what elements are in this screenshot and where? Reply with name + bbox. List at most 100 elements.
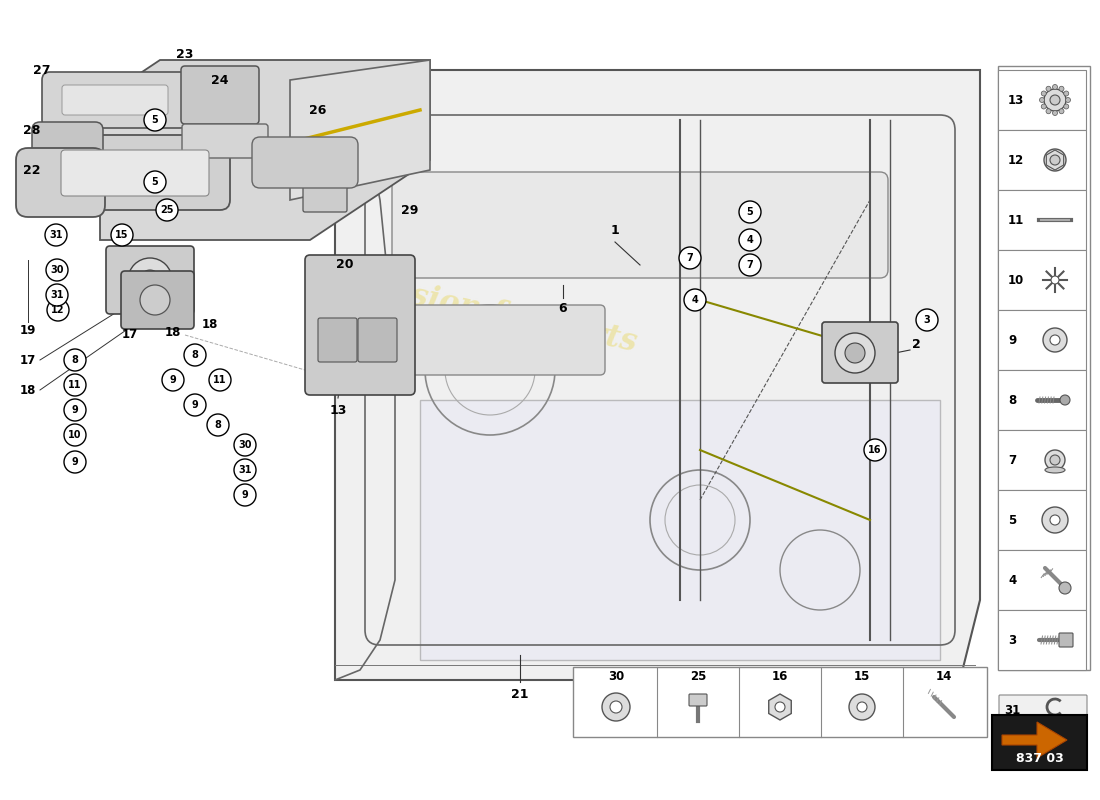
Bar	[998, 610, 1086, 670]
Circle shape	[1064, 91, 1069, 96]
FancyBboxPatch shape	[358, 318, 397, 362]
Bar	[992, 715, 1087, 770]
Bar	[998, 310, 1086, 370]
Text: 18: 18	[20, 383, 36, 397]
Circle shape	[234, 459, 256, 481]
Circle shape	[1064, 104, 1069, 109]
Text: 29: 29	[402, 203, 419, 217]
Circle shape	[1050, 335, 1060, 345]
Text: 15: 15	[116, 230, 129, 240]
Text: 16: 16	[772, 670, 789, 683]
Bar	[998, 70, 1086, 130]
Circle shape	[1043, 328, 1067, 352]
Text: 16: 16	[868, 445, 882, 455]
Text: 11: 11	[213, 375, 227, 385]
Circle shape	[849, 694, 875, 720]
Circle shape	[739, 201, 761, 223]
Text: 4: 4	[692, 295, 698, 305]
Text: 2: 2	[912, 338, 921, 351]
Circle shape	[1040, 98, 1045, 102]
Circle shape	[1050, 455, 1060, 465]
Circle shape	[140, 285, 170, 315]
Polygon shape	[420, 400, 940, 660]
Circle shape	[1042, 104, 1046, 109]
Text: 30: 30	[239, 440, 252, 450]
Text: 31: 31	[51, 290, 64, 300]
Text: 28: 28	[23, 123, 41, 137]
Text: 5: 5	[747, 207, 754, 217]
Text: 13: 13	[1008, 94, 1024, 106]
FancyBboxPatch shape	[106, 246, 194, 314]
Text: 3: 3	[924, 315, 931, 325]
Text: 12: 12	[52, 305, 65, 315]
Text: 31: 31	[50, 230, 63, 240]
Text: 22: 22	[23, 163, 41, 177]
Bar	[573, 667, 987, 737]
Text: 31: 31	[1004, 703, 1021, 717]
Circle shape	[64, 424, 86, 446]
Text: a passion for parts: a passion for parts	[320, 262, 639, 358]
Text: 18: 18	[165, 326, 182, 339]
Text: 1: 1	[610, 223, 619, 237]
Circle shape	[156, 199, 178, 221]
FancyBboxPatch shape	[16, 148, 104, 217]
Bar	[998, 130, 1086, 190]
Circle shape	[209, 369, 231, 391]
Text: 11: 11	[68, 380, 81, 390]
Text: 31: 31	[239, 465, 252, 475]
Circle shape	[64, 451, 86, 473]
Circle shape	[1066, 98, 1070, 102]
Text: 8: 8	[191, 350, 198, 360]
Circle shape	[234, 434, 256, 456]
Text: 5: 5	[152, 177, 158, 187]
Text: 19: 19	[20, 323, 36, 337]
Circle shape	[1042, 507, 1068, 533]
Text: 8: 8	[214, 420, 221, 430]
Text: 25: 25	[161, 205, 174, 215]
Bar	[998, 250, 1086, 310]
Circle shape	[45, 224, 67, 246]
Text: 11: 11	[1008, 214, 1024, 226]
Text: 17: 17	[122, 329, 139, 342]
FancyBboxPatch shape	[305, 255, 415, 395]
Text: 3: 3	[1008, 634, 1016, 646]
FancyBboxPatch shape	[60, 150, 209, 196]
FancyBboxPatch shape	[182, 124, 268, 158]
Text: a passion for parts: a passion for parts	[349, 329, 751, 471]
Polygon shape	[769, 694, 791, 720]
Bar	[998, 550, 1086, 610]
Text: 30: 30	[51, 265, 64, 275]
FancyBboxPatch shape	[395, 305, 605, 375]
Text: 12: 12	[1008, 154, 1024, 166]
FancyBboxPatch shape	[689, 694, 707, 706]
FancyBboxPatch shape	[1059, 633, 1072, 647]
Circle shape	[679, 247, 701, 269]
Text: 8: 8	[1008, 394, 1016, 406]
Circle shape	[1050, 276, 1059, 284]
Bar	[998, 370, 1086, 430]
Polygon shape	[1002, 722, 1067, 758]
Text: 13: 13	[329, 403, 346, 417]
Circle shape	[602, 693, 630, 721]
Circle shape	[776, 702, 785, 712]
Circle shape	[1046, 86, 1050, 91]
Circle shape	[64, 399, 86, 421]
Circle shape	[207, 414, 229, 436]
Circle shape	[46, 259, 68, 281]
Text: 4: 4	[747, 235, 754, 245]
Text: 10: 10	[1008, 274, 1024, 286]
Circle shape	[1053, 85, 1057, 90]
Circle shape	[140, 270, 159, 290]
Circle shape	[111, 224, 133, 246]
Circle shape	[739, 229, 761, 251]
Circle shape	[1059, 86, 1064, 91]
Polygon shape	[100, 60, 430, 240]
FancyBboxPatch shape	[999, 695, 1087, 719]
FancyBboxPatch shape	[302, 178, 346, 212]
FancyBboxPatch shape	[42, 72, 188, 128]
Circle shape	[845, 343, 865, 363]
Text: 9: 9	[242, 490, 249, 500]
Circle shape	[47, 299, 69, 321]
Bar	[998, 66, 1090, 670]
Circle shape	[1053, 110, 1057, 115]
